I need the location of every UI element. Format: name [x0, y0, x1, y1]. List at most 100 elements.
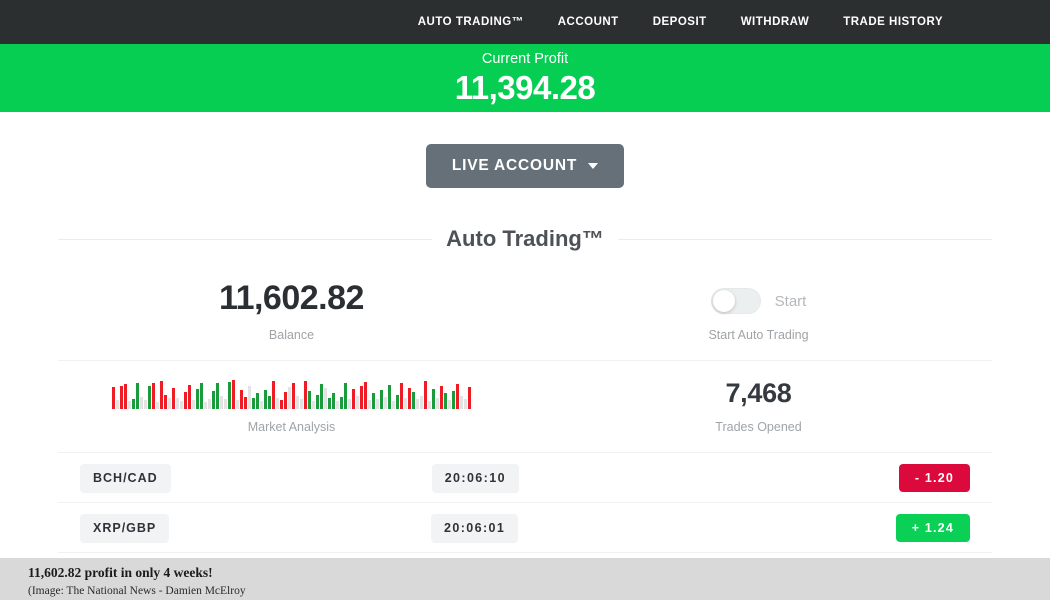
sparkline-bar — [308, 391, 311, 410]
sparkline-bar — [224, 399, 227, 410]
sparkline-bar — [348, 399, 351, 410]
sparkline-bar — [208, 399, 211, 410]
live-account-dropdown-button[interactable]: LIVE ACCOUNT — [425, 144, 625, 188]
sparkline-bar — [228, 382, 231, 410]
caption-source: (Image: The National News - Damien McElr… — [28, 584, 246, 597]
trade-pair-badge: BCH/CAD — [80, 463, 171, 492]
sparkline-bar — [464, 399, 467, 410]
sparkline-bar — [212, 391, 215, 410]
sparkline-bar — [404, 398, 407, 410]
sparkline-bar — [384, 397, 387, 410]
sparkline-bar — [148, 386, 151, 410]
sparkline-bar — [232, 380, 235, 410]
nav-item-auto-trading[interactable]: AUTO TRADING™ — [417, 16, 524, 28]
sparkline-bar — [272, 381, 275, 410]
auto-trading-sublabel: Start Auto Trading — [708, 328, 809, 342]
sparkline-bar — [260, 401, 263, 410]
sparkline-bar — [124, 384, 127, 410]
balance-label: Balance — [268, 328, 315, 343]
top-navigation-bar: AUTO TRADING™ ACCOUNT DEPOSIT WITHDRAW T… — [0, 0, 1050, 44]
sparkline-bar — [420, 396, 423, 410]
sparkline-bar — [368, 400, 371, 410]
trades-opened-value: 7,468 — [725, 378, 792, 409]
sparkline-bar — [340, 397, 343, 410]
table-row[interactable]: BCH/CAD 20:06:10 - 1.20 — [58, 453, 992, 504]
nav-item-withdraw[interactable]: WITHDRAW — [740, 16, 810, 28]
sparkline-bar — [364, 382, 367, 410]
sparkline-bar — [136, 383, 139, 410]
sparkline-bar — [356, 396, 359, 410]
nav-item-trade-history[interactable]: TRADE HISTORY — [843, 16, 943, 28]
sparkline-bar — [144, 400, 147, 410]
trade-amount-wrap: - 1.20 — [780, 463, 970, 492]
toggle-state-label: Start — [774, 292, 807, 310]
stats-panel: 11,602.82 Balance Start Start Auto Tradi… — [58, 252, 992, 554]
trade-pair-badge: XRP/GBP — [80, 513, 170, 542]
sparkline-bar — [160, 381, 163, 410]
sparkline-bar — [312, 401, 315, 410]
sparkline-bar — [132, 399, 135, 410]
chevron-down-icon — [588, 163, 599, 169]
sparkline-bar — [324, 388, 327, 410]
section-heading: Auto Trading™ — [58, 226, 992, 252]
sparkline-bar — [392, 401, 395, 410]
toggle-wrap: Start — [710, 288, 807, 314]
sparkline-bar — [296, 396, 299, 410]
rule-left — [58, 238, 433, 240]
current-profit-label: Current Profit — [481, 51, 569, 68]
sparkline-bar — [128, 401, 131, 410]
table-row[interactable]: XRP/GBP 20:06:01 + 1.24 — [58, 503, 992, 554]
sparkline-bar — [120, 386, 123, 410]
sparkline-bar — [164, 395, 167, 410]
status-badge: + 1.24 — [895, 513, 970, 542]
trade-time-badge: 20:06:10 — [431, 463, 519, 492]
stats-row-balance: 11,602.82 Balance Start Start Auto Tradi… — [58, 252, 992, 362]
trade-time-badge: 20:06:01 — [431, 513, 519, 542]
nav-item-deposit[interactable]: DEPOSIT — [652, 16, 707, 28]
auto-trading-toggle-cell: Start Start Auto Trading — [525, 280, 992, 342]
sparkline-bar — [424, 381, 427, 410]
balance-value: 11,602.82 — [219, 279, 364, 317]
sparkline-bar — [376, 399, 379, 410]
sparkline-bar — [288, 387, 291, 410]
sparkline-bar — [304, 381, 307, 410]
sparkline-bar — [320, 384, 323, 410]
sparkline-bar — [388, 385, 391, 410]
toggle-knob-icon — [712, 290, 735, 312]
sparkline-bar — [244, 397, 247, 410]
sparkline-bar — [188, 385, 191, 410]
sparkline-bar — [468, 387, 471, 410]
sparkline-bar — [268, 396, 271, 410]
sparkline-bar — [432, 389, 435, 410]
sparkline-bar — [400, 383, 403, 410]
sparkline-bar — [240, 390, 243, 410]
sparkline-bar — [336, 401, 339, 410]
nav-item-account[interactable]: ACCOUNT — [557, 16, 619, 28]
live-account-label: LIVE ACCOUNT — [451, 157, 578, 174]
sparkline-bar — [344, 383, 347, 410]
sparkline-bar — [416, 399, 419, 410]
trade-time-wrap: 20:06:10 — [171, 463, 780, 492]
sparkline-bar — [236, 400, 239, 410]
image-caption-bar: 11,602.82 profit in only 4 weeks! (Image… — [0, 558, 1050, 600]
sparkline-bar — [152, 383, 155, 410]
sparkline-bar — [328, 398, 331, 410]
sparkline-bar — [408, 388, 411, 410]
sparkline-bar — [300, 399, 303, 410]
sparkline-bar — [196, 389, 199, 410]
sparkline-bar — [352, 389, 355, 410]
sparkline-bar — [448, 400, 451, 410]
current-profit-banner: Current Profit 11,394.28 — [0, 44, 1050, 112]
sparkline-bar — [248, 386, 251, 410]
sparkline-bar — [116, 400, 119, 410]
rule-right — [617, 238, 992, 240]
sparkline-bar — [252, 398, 255, 410]
market-analysis-label: Market Analysis — [247, 420, 336, 435]
sparkline-bar — [168, 398, 171, 410]
start-auto-trading-toggle[interactable] — [710, 288, 761, 314]
sparkline-bar — [284, 392, 287, 410]
sparkline-bar — [396, 395, 399, 410]
sparkline-bar — [436, 398, 439, 410]
trade-amount-wrap: + 1.24 — [780, 513, 970, 542]
